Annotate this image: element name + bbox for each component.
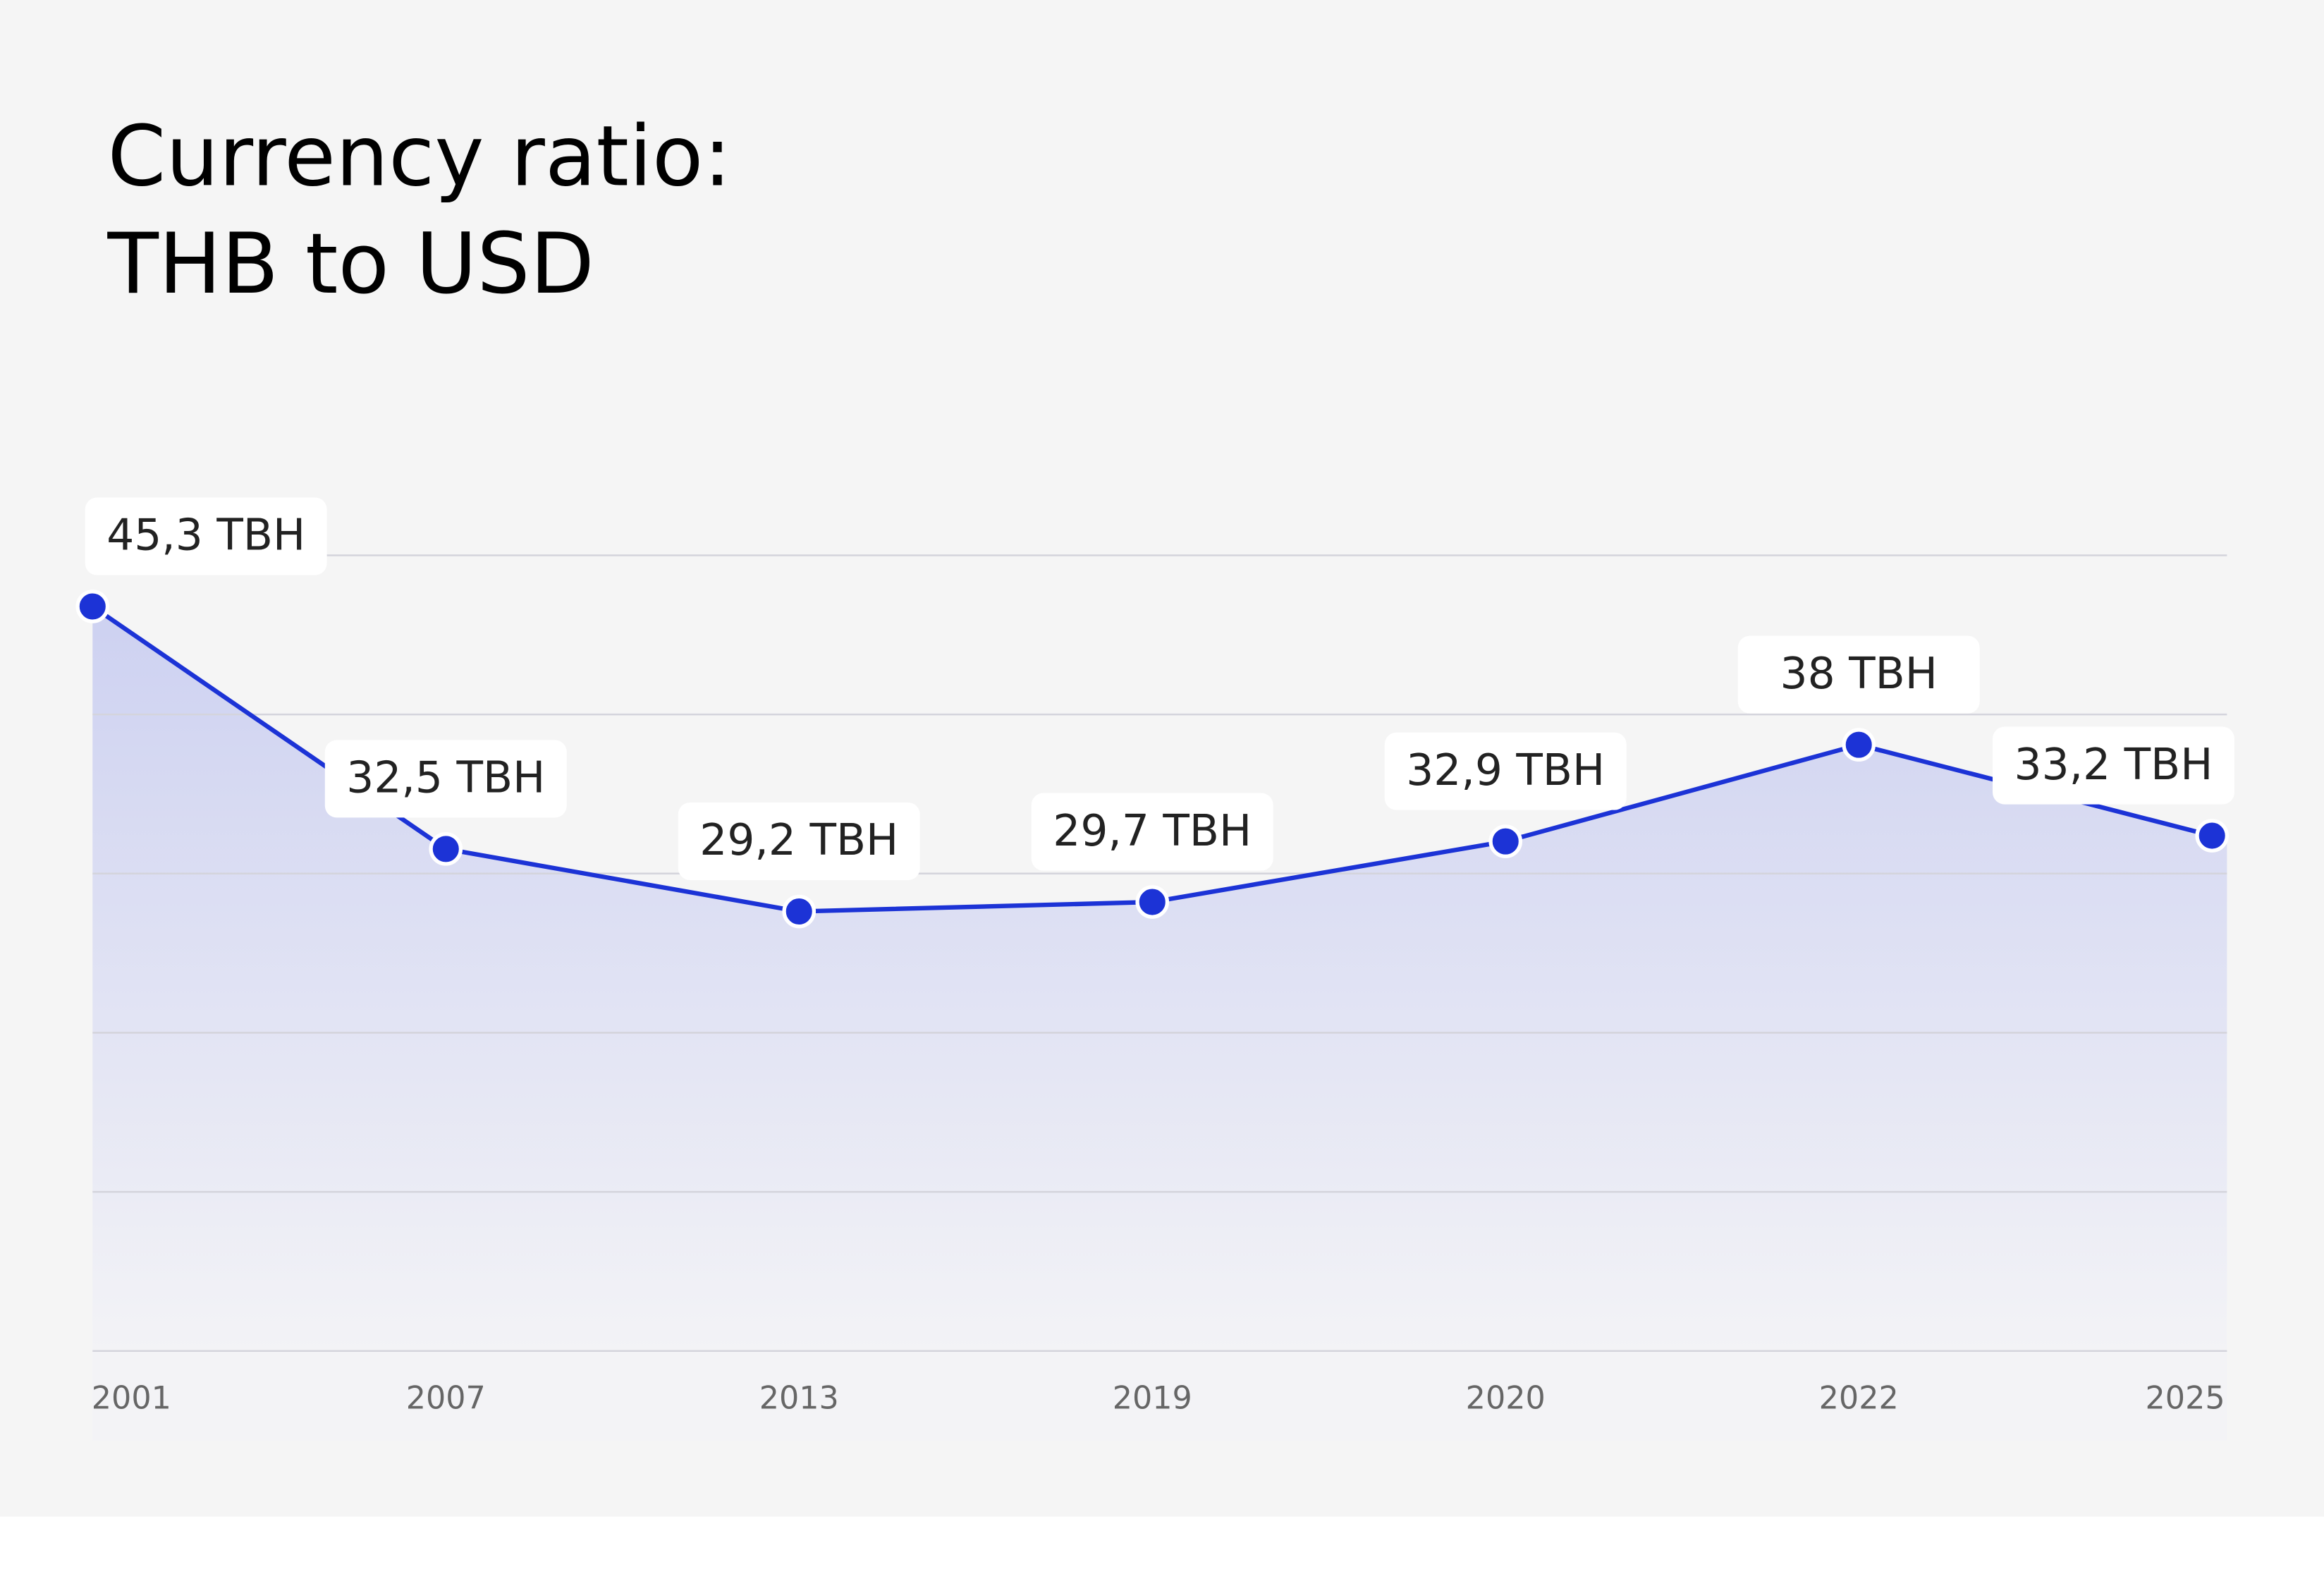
chart-title: Currency ratio: xyxy=(107,107,731,205)
area-fade xyxy=(92,1350,2227,1441)
x-tick-label: 2007 xyxy=(406,1381,486,1417)
value-label: 33,2 TBH xyxy=(1993,726,2234,805)
x-tick-label: 2019 xyxy=(1113,1381,1192,1417)
value-label-text: 29,7 TBH xyxy=(1053,806,1252,856)
x-tick-label: 2025 xyxy=(2146,1381,2225,1417)
data-point xyxy=(1488,824,1523,858)
x-tick-label: 2022 xyxy=(1819,1381,1899,1417)
data-point xyxy=(75,590,110,623)
value-label-text: 33,2 TBH xyxy=(2014,740,2213,790)
value-label-text: 32,9 TBH xyxy=(1406,745,1605,795)
value-label-box xyxy=(324,740,567,818)
value-label-box xyxy=(1737,635,1980,714)
value-label-box xyxy=(678,802,920,881)
value-label-text: 32,5 TBH xyxy=(346,753,545,803)
chart-title: THB to USD xyxy=(106,215,594,312)
value-label: 45,3 TBH xyxy=(85,497,327,575)
data-point xyxy=(782,894,817,929)
data-point xyxy=(429,832,463,866)
data-point xyxy=(2195,819,2230,853)
value-label-box xyxy=(1384,732,1627,810)
plot-area: 45,3 TBH 32,5 TBH 29,2 TBH 29,7 TBH 32,9 TBH… xyxy=(75,497,2234,1441)
value-label: 38 TBH xyxy=(1737,635,1980,714)
value-label-text: 29,2 TBH xyxy=(699,815,898,865)
value-label: 29,7 TBH xyxy=(1031,793,1273,871)
data-point xyxy=(1135,885,1170,919)
area xyxy=(92,606,2227,1351)
value-label: 29,2 TBH xyxy=(678,802,920,881)
x-tick-label: 2013 xyxy=(759,1381,839,1417)
x-tick-label: 2020 xyxy=(1466,1381,1546,1417)
value-label-box xyxy=(1031,793,1273,871)
data-point xyxy=(1842,728,1876,762)
x-tick-label: 2001 xyxy=(92,1381,171,1417)
value-label-text: 45,3 TBH xyxy=(106,511,305,561)
value-label: 32,9 TBH xyxy=(1384,732,1627,810)
value-label: 32,5 TBH xyxy=(324,740,567,818)
value-label-box xyxy=(85,497,327,575)
value-label-box xyxy=(1993,726,2234,805)
value-label-text: 38 TBH xyxy=(1780,649,1938,699)
